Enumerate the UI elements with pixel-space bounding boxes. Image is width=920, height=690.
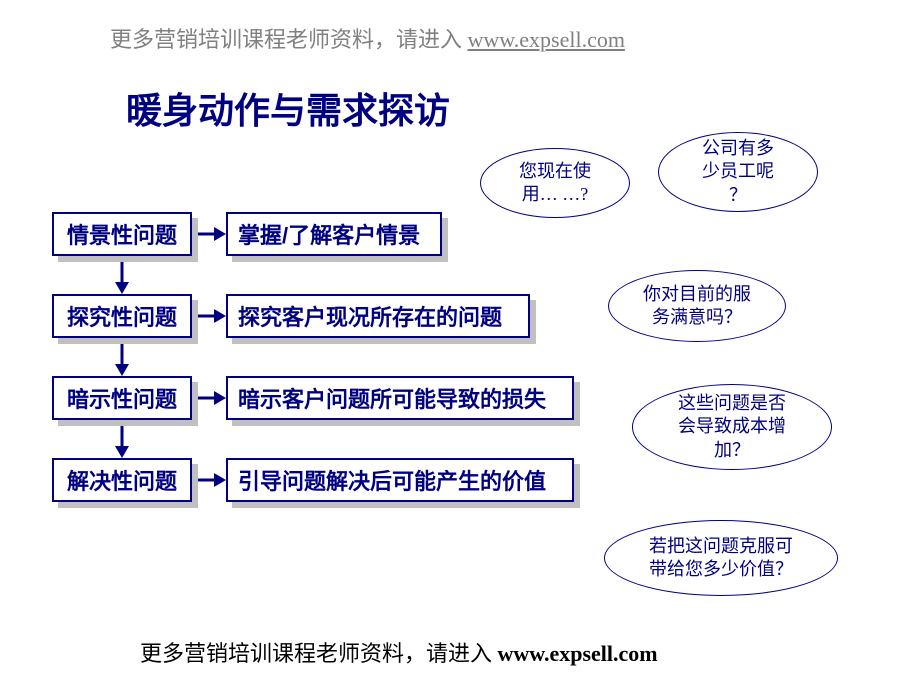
footer-line: 更多营销培训课程老师资料，请进入 www.expsell.com bbox=[140, 636, 658, 668]
arrow-down-3 bbox=[112, 426, 132, 458]
flow-left-1-label: 情景性问题 bbox=[67, 218, 177, 250]
ellipse-3-text: 你对目前的服 务满意吗？ bbox=[643, 283, 751, 330]
flow-right-4: 引导问题解决后可能产生的价值 bbox=[226, 458, 574, 502]
ellipse-2: 公司有多 少员工呢 ？ bbox=[658, 132, 818, 212]
footer-prefix: 更多营销培训课程老师资料，请进入 bbox=[140, 641, 498, 666]
flow-right-3-label: 暗示客户问题所可能导致的损失 bbox=[238, 382, 546, 414]
flow-right-1: 掌握/了解客户情景 bbox=[226, 212, 442, 256]
flow-right-2-label: 探究客户现况所存在的问题 bbox=[238, 300, 502, 332]
flow-left-4-label: 解决性问题 bbox=[67, 464, 177, 496]
page-title: 暖身动作与需求探访 bbox=[126, 82, 450, 134]
ellipse-3: 你对目前的服 务满意吗？ bbox=[608, 270, 786, 342]
ellipse-5-text: 若把这问题克服可 带给您多少价值？ bbox=[649, 535, 793, 582]
flow-left-3-label: 暗示性问题 bbox=[67, 382, 177, 414]
arrow-right-3 bbox=[198, 388, 226, 408]
flow-left-3: 暗示性问题 bbox=[52, 376, 192, 420]
flow-left-2: 探究性问题 bbox=[52, 294, 192, 338]
flow-right-1-label: 掌握/了解客户情景 bbox=[238, 218, 420, 250]
flow-right-3: 暗示客户问题所可能导致的损失 bbox=[226, 376, 574, 420]
footer-bold: www.expsell.com bbox=[498, 641, 658, 666]
header-line: 更多营销培训课程老师资料，请进入 www.expsell.com bbox=[110, 22, 625, 54]
arrow-down-2 bbox=[112, 344, 132, 376]
arrow-right-4 bbox=[198, 470, 226, 490]
ellipse-2-text: 公司有多 少员工呢 ？ bbox=[702, 137, 774, 207]
ellipse-1: 您现在使 用… …? bbox=[480, 148, 630, 218]
ellipse-1-text: 您现在使 用… …? bbox=[519, 160, 591, 207]
flow-left-2-label: 探究性问题 bbox=[67, 300, 177, 332]
arrow-right-2 bbox=[198, 306, 226, 326]
arrow-right-1 bbox=[198, 224, 226, 244]
flow-right-4-label: 引导问题解决后可能产生的价值 bbox=[238, 464, 546, 496]
ellipse-4-text: 这些问题是否 会导致成本增 加？ bbox=[678, 392, 786, 462]
flow-left-4: 解决性问题 bbox=[52, 458, 192, 502]
flow-left-1: 情景性问题 bbox=[52, 212, 192, 256]
ellipse-4: 这些问题是否 会导致成本增 加？ bbox=[632, 384, 832, 470]
header-link[interactable]: www.expsell.com bbox=[468, 27, 625, 52]
ellipse-5: 若把这问题克服可 带给您多少价值？ bbox=[604, 520, 838, 596]
flow-right-2: 探究客户现况所存在的问题 bbox=[226, 294, 530, 338]
header-prefix: 更多营销培训课程老师资料，请进入 bbox=[110, 27, 468, 52]
arrow-down-1 bbox=[112, 262, 132, 294]
